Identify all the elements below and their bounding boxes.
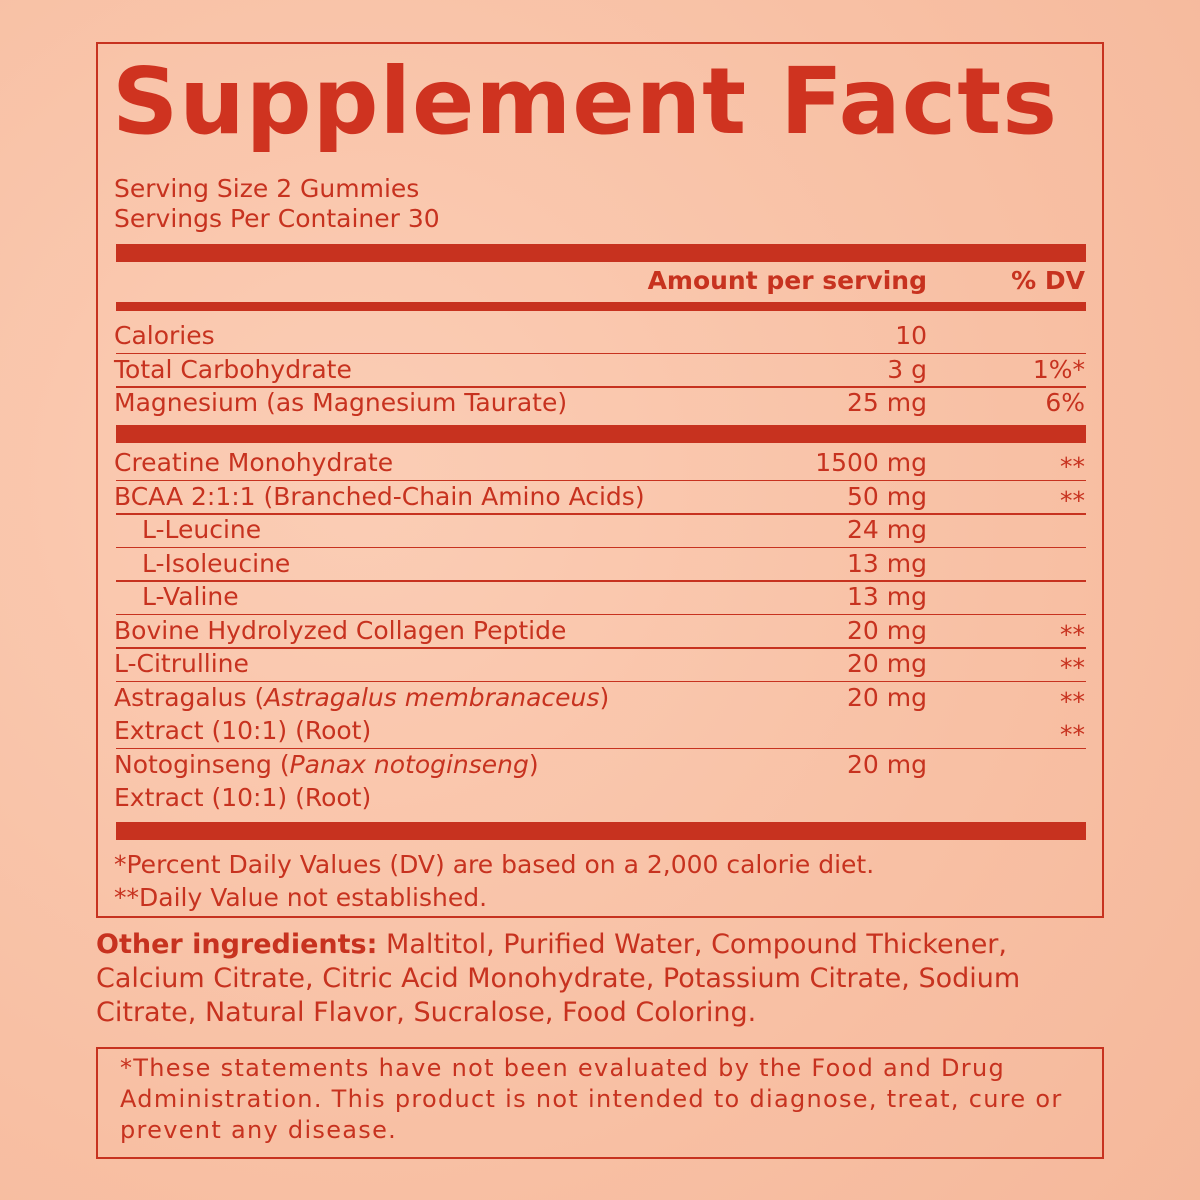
row-line	[116, 479, 1086, 481]
dv: 1%*	[1032, 354, 1085, 384]
row-name-2: Extract (10:1) (Root)	[114, 783, 372, 812]
ingredient: Bovine Hydrolyzed Collagen Peptide	[114, 615, 567, 645]
other-ingredients: Other ingredients: Maltitol, Purified Wa…	[96, 928, 1106, 1030]
ingredient: Creatine Monohydrate	[114, 448, 394, 477]
serving-size: Serving Size 2 Gummies	[114, 174, 420, 203]
row-name: BCAA 2:1:1 (Branched-Chain Amino Acids)	[114, 480, 645, 513]
ingredient: Total Carbohydrate	[114, 354, 352, 384]
ingredient: L-Valine	[142, 582, 239, 611]
row-name: L-Leucine	[142, 513, 261, 546]
amount-header: Amount per serving	[647, 266, 927, 295]
row-line	[116, 613, 1086, 615]
row-name: Bovine Hydrolyzed Collagen Peptide	[114, 614, 566, 647]
amount: 20 mg	[847, 649, 927, 678]
ingredient: L-Citrulline	[114, 649, 249, 678]
other-label: Other ingredients:	[96, 929, 378, 960]
row-name: Magnesium (as Magnesium Taurate)	[114, 386, 567, 419]
facts-box	[96, 42, 1104, 918]
amount: 13 mg	[847, 582, 927, 611]
dv: **	[1060, 720, 1085, 749]
ingredient: BCAA 2:1:1 (Branched-Chain Amino Acids)	[114, 481, 645, 511]
row-name: Notoginseng (Panax notoginseng)	[114, 748, 539, 781]
dv: **	[1060, 452, 1085, 481]
ingredient: L-Isoleucine	[142, 548, 291, 578]
amount: 50 mg	[847, 481, 927, 511]
dv-header: % DV	[1011, 266, 1085, 295]
latin-name: Panax notoginseng	[289, 749, 529, 779]
ingredient: Magnesium (as Magnesium Taurate)	[114, 388, 568, 417]
row-name: L-Citrulline	[114, 647, 249, 680]
dv: **	[1060, 686, 1085, 716]
amount: 3 g	[887, 354, 927, 384]
thick-bar	[116, 425, 1086, 443]
row-line	[116, 546, 1086, 548]
row-name: L-Valine	[142, 580, 239, 613]
dv: **	[1060, 619, 1085, 649]
dv: **	[1060, 653, 1085, 682]
ingredient-end: )	[599, 682, 610, 712]
row-name: L-Isoleucine	[142, 547, 290, 580]
row-name: Total Carbohydrate	[114, 353, 352, 386]
row-line	[116, 647, 1086, 649]
bar	[116, 302, 1086, 311]
ingredient: Notoginseng (	[114, 749, 290, 779]
dv: 6%	[1045, 388, 1085, 417]
ingredient-end: )	[528, 749, 539, 779]
row-line	[116, 580, 1086, 582]
row-line	[116, 386, 1086, 388]
row-line	[116, 513, 1086, 515]
row-name: Astragalus (Astragalus membranaceus)	[114, 681, 609, 714]
amount: 20 mg	[847, 615, 927, 645]
title: Supplement Facts	[112, 48, 1058, 155]
latin-name: Astragalus membranaceus	[264, 682, 600, 712]
row-line	[116, 680, 1086, 682]
ingredient: L-Leucine	[142, 515, 262, 544]
thick-bar	[116, 244, 1086, 262]
amount: 20 mg	[847, 749, 927, 779]
disclaimer-box	[96, 1047, 1104, 1159]
row-name-2: Extract (10:1) (Root)	[114, 716, 372, 745]
row-line	[116, 352, 1086, 354]
disclaimer: *These statements have not been evaluate…	[120, 1054, 1063, 1144]
footnote: *Percent Daily Values (DV) are based on …	[114, 850, 875, 879]
footnote: **Daily Value not established.	[114, 883, 488, 912]
other-text: Maltitol, Purified Water, Compound Thick…	[96, 929, 1021, 1028]
thick-bar	[116, 822, 1086, 840]
amount: 24 mg	[847, 515, 927, 544]
servings-per-container: Servings Per Container 30	[114, 204, 440, 233]
amount: 20 mg	[847, 682, 927, 712]
ingredient: Calories	[114, 321, 215, 350]
amount: 10	[895, 321, 927, 350]
amount: 13 mg	[847, 548, 927, 578]
ingredient: Astragalus (	[114, 682, 265, 712]
row-line	[116, 747, 1086, 749]
row-name: Calories	[114, 319, 215, 352]
amount: 25 mg	[847, 388, 927, 417]
row-name: Creatine Monohydrate	[114, 446, 393, 479]
amount: 1500 mg	[815, 448, 927, 477]
dv: **	[1060, 485, 1085, 515]
